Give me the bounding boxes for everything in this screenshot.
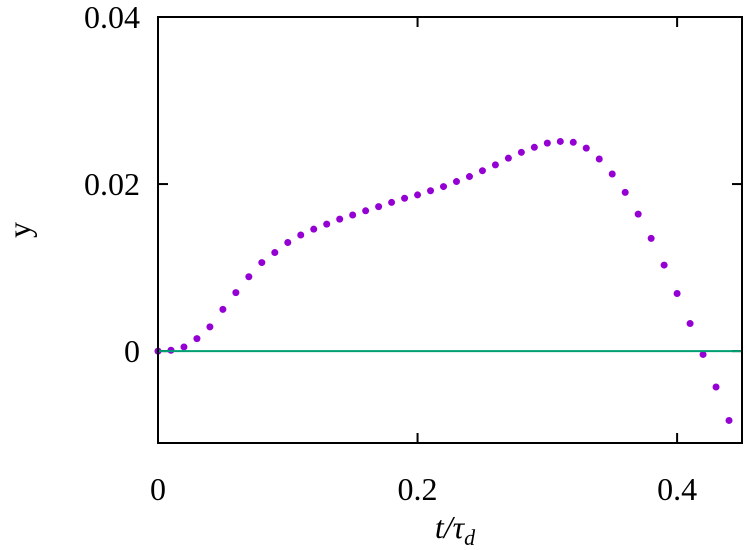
y-tick-label: 0.04: [84, 0, 140, 35]
data-point: [608, 170, 616, 178]
data-point: [258, 259, 266, 267]
data-point: [504, 154, 512, 162]
data-point: [232, 289, 240, 297]
x-tick-label: 0.2: [398, 471, 438, 507]
data-point: [595, 155, 603, 163]
data-point: [530, 143, 538, 151]
data-point: [686, 320, 694, 328]
data-point: [401, 194, 409, 202]
data-point: [452, 178, 460, 186]
data-point: [660, 261, 668, 269]
data-point: [427, 187, 435, 195]
data-point: [543, 139, 551, 147]
x-tick-label: 0: [150, 471, 166, 507]
data-point: [465, 173, 473, 181]
x-axis-label: t/τd: [435, 509, 476, 550]
data-point: [336, 215, 344, 223]
data-point: [284, 239, 292, 247]
data-point: [219, 305, 227, 313]
data-point: [478, 167, 486, 175]
data-point: [621, 188, 629, 196]
data-point: [245, 273, 253, 281]
data-point: [375, 203, 383, 211]
data-point: [556, 137, 564, 145]
data-point: [673, 289, 681, 297]
data-point: [310, 225, 318, 233]
plot-frame: [157, 16, 743, 444]
data-point: [647, 234, 655, 242]
data-point: [414, 191, 422, 199]
data-point: [362, 207, 370, 215]
data-point: [569, 138, 577, 146]
y-axis-label: y: [1, 222, 37, 238]
data-point: [699, 350, 707, 358]
data-point: [491, 161, 499, 169]
data-point: [323, 220, 331, 228]
x-axis-label-main: t/τ: [435, 509, 466, 545]
y-tick-label: 0.02: [84, 166, 140, 202]
data-point: [206, 323, 214, 331]
data-point: [297, 231, 305, 239]
data-point: [440, 183, 448, 191]
x-axis-label-sub: d: [464, 525, 476, 550]
y-tick-label: 0: [124, 333, 140, 369]
data-point: [712, 383, 720, 391]
data-point: [582, 144, 590, 152]
data-point: [349, 211, 357, 219]
data-point: [193, 335, 201, 343]
data-point: [517, 148, 525, 156]
x-tick-label: 0.4: [657, 471, 697, 507]
data-point: [271, 249, 279, 257]
data-point: [725, 416, 733, 424]
data-point: [180, 343, 188, 351]
data-point: [634, 210, 642, 218]
data-point: [388, 198, 396, 206]
